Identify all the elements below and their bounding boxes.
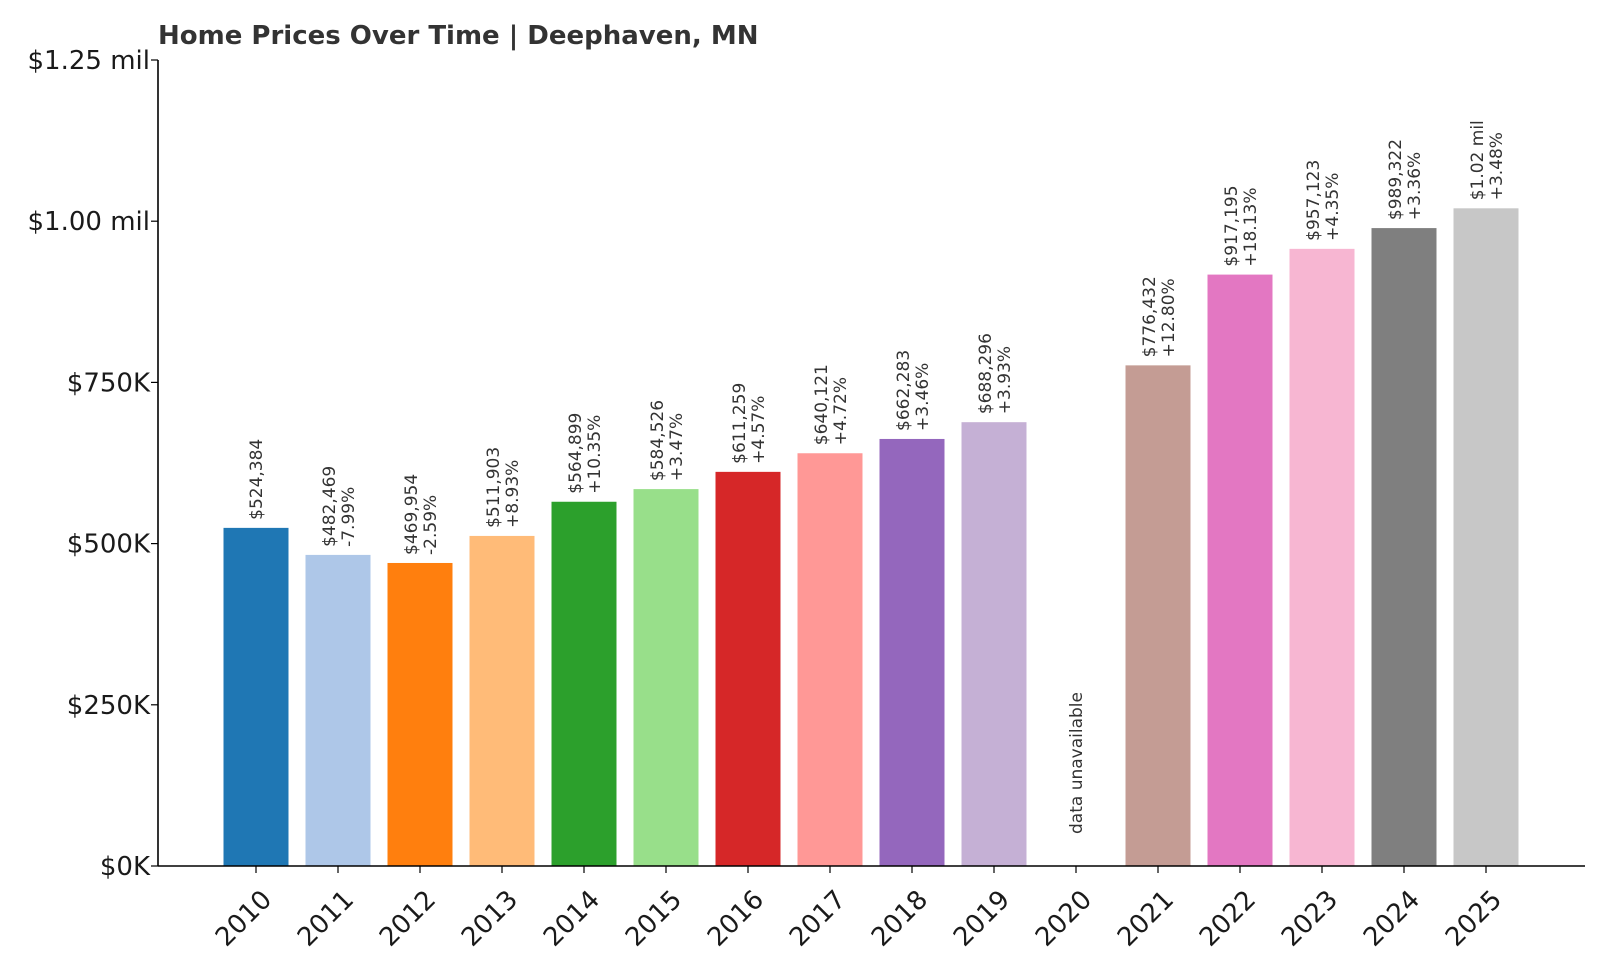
bar-2015 bbox=[633, 489, 699, 866]
bar-value-label: $564,899 bbox=[566, 413, 586, 494]
bar-change-label: +3.46% bbox=[913, 363, 933, 431]
x-tick-label: 2011 bbox=[292, 885, 360, 953]
bar-change-label: +3.93% bbox=[995, 346, 1015, 414]
y-tick-label: $250K bbox=[67, 691, 151, 721]
bar-2017 bbox=[797, 453, 863, 866]
bar-value-label: $662,283 bbox=[894, 350, 914, 431]
bar-value-label: $989,322 bbox=[1386, 139, 1406, 220]
y-tick-label: $1.00 mil bbox=[28, 207, 150, 237]
bar-value-label: $584,526 bbox=[648, 400, 668, 481]
x-tick-label: 2017 bbox=[784, 885, 852, 953]
bar-2014 bbox=[551, 501, 617, 866]
y-axis: $0K $250K $500K $750K $1.00 mil $1.25 mil bbox=[28, 46, 159, 882]
x-tick-label: 2019 bbox=[948, 885, 1016, 953]
bar-change-label: +4.72% bbox=[831, 377, 851, 445]
bar-2010 bbox=[223, 527, 289, 866]
x-tick-label: 2010 bbox=[210, 885, 278, 953]
bar-labels: $524,384 $482,469 -7.99% $469,954 -2.59% $511… bbox=[247, 120, 1507, 834]
bar-change-label: +18.13% bbox=[1241, 188, 1261, 267]
x-tick-label: 2025 bbox=[1440, 885, 1508, 953]
bar-2011 bbox=[305, 554, 371, 866]
x-tick-label: 2013 bbox=[456, 885, 524, 953]
x-tick-label: 2024 bbox=[1358, 885, 1426, 953]
x-tick-label: 2018 bbox=[866, 885, 934, 953]
bar-change-label: +3.36% bbox=[1405, 152, 1425, 220]
bar-2022 bbox=[1207, 274, 1273, 866]
bar-change-label: +8.93% bbox=[503, 460, 523, 528]
x-axis: 2010 2011 2012 2013 2014 2015 2016 2017 2018 2019… bbox=[158, 865, 1585, 953]
bar-value-label: $640,121 bbox=[812, 364, 832, 445]
bar-change-label: +4.57% bbox=[749, 396, 769, 464]
missing-data-label: data unavailable bbox=[1067, 692, 1087, 834]
bar-2025 bbox=[1453, 208, 1519, 866]
bar-change-label: -2.59% bbox=[421, 495, 441, 555]
y-tick-label: $1.25 mil bbox=[28, 46, 150, 76]
bar-value-label: $776,432 bbox=[1140, 276, 1160, 357]
bar-value-label: $524,384 bbox=[247, 439, 267, 520]
bar-value-label: $511,903 bbox=[484, 447, 504, 528]
y-tick-label: $500K bbox=[67, 530, 151, 560]
x-tick-label: 2022 bbox=[1194, 885, 1262, 953]
y-tick-label: $0K bbox=[100, 852, 151, 882]
bar-2013 bbox=[469, 535, 535, 866]
x-tick-label: 2012 bbox=[374, 885, 442, 953]
bar-value-label: $611,259 bbox=[730, 383, 750, 464]
bar-2019 bbox=[961, 422, 1027, 866]
x-tick-label: 2023 bbox=[1276, 885, 1344, 953]
bar-value-label: $917,195 bbox=[1222, 185, 1242, 266]
bar-change-label: +4.35% bbox=[1323, 173, 1343, 241]
bar-value-label: $469,954 bbox=[402, 474, 422, 555]
x-tick-label: 2014 bbox=[538, 885, 606, 953]
bar-change-label: -7.99% bbox=[339, 487, 359, 547]
bar-2024 bbox=[1371, 228, 1437, 866]
bar-2023 bbox=[1289, 248, 1355, 866]
x-tick-label: 2016 bbox=[702, 885, 770, 953]
bars bbox=[223, 208, 1519, 866]
x-tick-label: 2020 bbox=[1030, 885, 1098, 953]
bar-value-label: $688,296 bbox=[976, 333, 996, 414]
bar-value-label: $957,123 bbox=[1304, 160, 1324, 241]
bar-change-label: +10.35% bbox=[585, 415, 605, 494]
bar-2018 bbox=[879, 438, 945, 866]
bar-change-label: +3.47% bbox=[667, 413, 687, 481]
bar-2012 bbox=[387, 562, 453, 866]
bar-2021 bbox=[1125, 365, 1191, 866]
bar-change-label: +12.80% bbox=[1159, 278, 1179, 357]
x-tick-label: 2015 bbox=[620, 885, 688, 953]
bar-value-label: $482,469 bbox=[320, 466, 340, 547]
bar-value-label: $1.02 mil bbox=[1468, 120, 1488, 200]
bar-change-label: +3.48% bbox=[1487, 132, 1507, 200]
bar-2016 bbox=[715, 471, 781, 866]
chart-title: Home Prices Over Time | Deephaven, MN bbox=[158, 21, 758, 51]
x-tick-label: 2021 bbox=[1112, 885, 1180, 953]
y-tick-label: $750K bbox=[67, 368, 151, 398]
